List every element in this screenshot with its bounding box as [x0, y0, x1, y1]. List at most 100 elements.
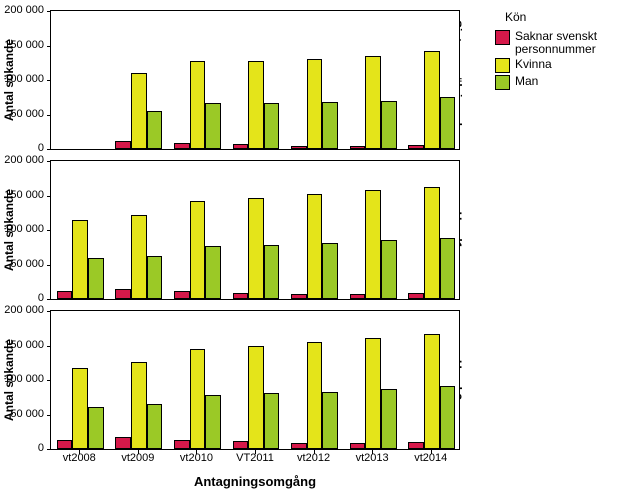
y-tick-label: 200 000: [4, 304, 44, 316]
y-tick-label: 150 000: [4, 339, 44, 351]
bar: [72, 220, 88, 299]
y-tick-mark: [47, 311, 51, 312]
bar: [72, 368, 88, 449]
bar: [264, 393, 280, 449]
legend-title: Kön: [495, 10, 597, 24]
chart-container: Antal sökande Antal sökande Antal sökand…: [0, 0, 629, 504]
bar: [440, 238, 456, 299]
bar: [307, 59, 323, 149]
bar: [115, 141, 131, 149]
y-tick-label: 200 000: [4, 154, 44, 166]
plot-area: [51, 311, 459, 449]
y-tick-mark: [47, 196, 51, 197]
y-tick-mark: [47, 46, 51, 47]
bar: [424, 334, 440, 449]
bar: [322, 392, 338, 449]
bar: [408, 145, 424, 149]
bar: [131, 73, 147, 149]
y-tick-label: 150 000: [4, 189, 44, 201]
bar: [365, 190, 381, 299]
bar: [322, 243, 338, 299]
bar: [381, 389, 397, 449]
panel: [50, 10, 460, 150]
y-tick-label: 0: [38, 442, 44, 454]
y-tick-label: 200 000: [4, 4, 44, 16]
panel: [50, 310, 460, 450]
plot-area: [51, 11, 459, 149]
legend-swatch: [495, 58, 510, 73]
legend-item: Kvinna: [495, 58, 597, 73]
bar: [147, 111, 163, 149]
bar: [190, 349, 206, 449]
bar: [381, 240, 397, 299]
bar: [350, 443, 366, 449]
bar: [174, 143, 190, 149]
y-tick-mark: [47, 11, 51, 12]
y-tick-mark: [47, 449, 51, 450]
bar: [147, 256, 163, 299]
legend-label: Saknar svensktpersonnummer: [515, 30, 597, 56]
bar: [248, 61, 264, 149]
y-tick-label: 50 000: [10, 408, 44, 420]
bar: [291, 146, 307, 149]
bar: [205, 246, 221, 299]
bar: [190, 61, 206, 149]
bar: [307, 194, 323, 299]
x-tick-mark: [79, 450, 80, 454]
bar: [57, 440, 73, 449]
panel: [50, 160, 460, 300]
bar: [408, 442, 424, 449]
y-tick-mark: [47, 230, 51, 231]
bar: [147, 404, 163, 449]
bar: [365, 56, 381, 149]
y-tick-mark: [47, 149, 51, 150]
bar: [307, 342, 323, 449]
bar: [365, 338, 381, 449]
x-tick-mark: [314, 450, 315, 454]
bar: [264, 245, 280, 300]
bar: [248, 346, 264, 450]
bar: [424, 187, 440, 299]
bar: [233, 441, 249, 449]
bar: [205, 395, 221, 450]
bar: [350, 294, 366, 299]
y-tick-label: 100 000: [4, 73, 44, 85]
y-tick-mark: [47, 346, 51, 347]
bar: [131, 215, 147, 299]
y-tick-mark: [47, 415, 51, 416]
y-tick-mark: [47, 299, 51, 300]
bar: [57, 291, 73, 299]
bar: [408, 293, 424, 299]
plot-area: [51, 161, 459, 299]
y-tick-label: 100 000: [4, 373, 44, 385]
y-tick-mark: [47, 380, 51, 381]
legend-swatch: [495, 75, 510, 90]
x-tick-mark: [138, 450, 139, 454]
bar: [291, 294, 307, 299]
y-tick-label: 150 000: [4, 39, 44, 51]
bar: [88, 258, 104, 299]
y-tick-mark: [47, 115, 51, 116]
y-tick-label: 100 000: [4, 223, 44, 235]
bar: [291, 443, 307, 449]
bar: [131, 362, 147, 449]
bar: [174, 440, 190, 449]
bar: [205, 103, 221, 149]
bar: [115, 437, 131, 449]
y-tick-mark: [47, 80, 51, 81]
legend-item: Man: [495, 75, 597, 90]
y-tick-label: 50 000: [10, 108, 44, 120]
bar: [233, 293, 249, 299]
legend-label: Man: [515, 75, 538, 88]
bar: [264, 103, 280, 149]
bar: [322, 102, 338, 149]
bar: [381, 101, 397, 149]
bar: [115, 289, 131, 299]
x-tick-mark: [372, 450, 373, 454]
legend: Kön Saknar svensktpersonnummer Kvinna Man: [495, 10, 597, 92]
x-tick-mark: [431, 450, 432, 454]
y-tick-label: 0: [38, 142, 44, 154]
bar: [424, 51, 440, 149]
legend-swatch: [495, 30, 510, 45]
bar: [190, 201, 206, 299]
